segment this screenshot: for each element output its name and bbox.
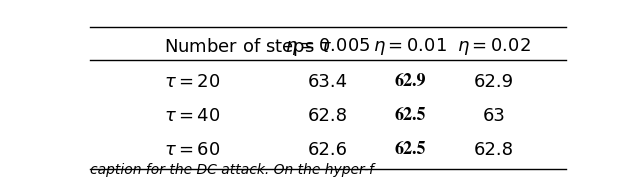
Text: 62.9: 62.9 [474,73,514,91]
Text: caption for the DC attack. On the hyper-f: caption for the DC attack. On the hyper-… [90,163,374,177]
Text: 62.5: 62.5 [394,107,426,124]
Text: Number of steps $\tau$: Number of steps $\tau$ [164,36,332,58]
Text: $\tau = 40$: $\tau = 40$ [164,107,221,125]
Text: 62.9: 62.9 [394,73,426,90]
Text: 62.8: 62.8 [308,107,348,125]
Text: $\tau = 20$: $\tau = 20$ [164,73,221,91]
Text: $\eta = 0.005$: $\eta = 0.005$ [285,36,371,57]
Text: 62.5: 62.5 [394,141,426,158]
Text: 62.8: 62.8 [474,141,514,159]
Text: 63: 63 [483,107,506,125]
Text: 62.6: 62.6 [308,141,348,159]
Text: $\eta = 0.02$: $\eta = 0.02$ [457,36,531,57]
Text: $\tau = 60$: $\tau = 60$ [164,141,221,159]
Text: $\eta = 0.01$: $\eta = 0.01$ [373,36,447,57]
Text: 63.4: 63.4 [308,73,348,91]
